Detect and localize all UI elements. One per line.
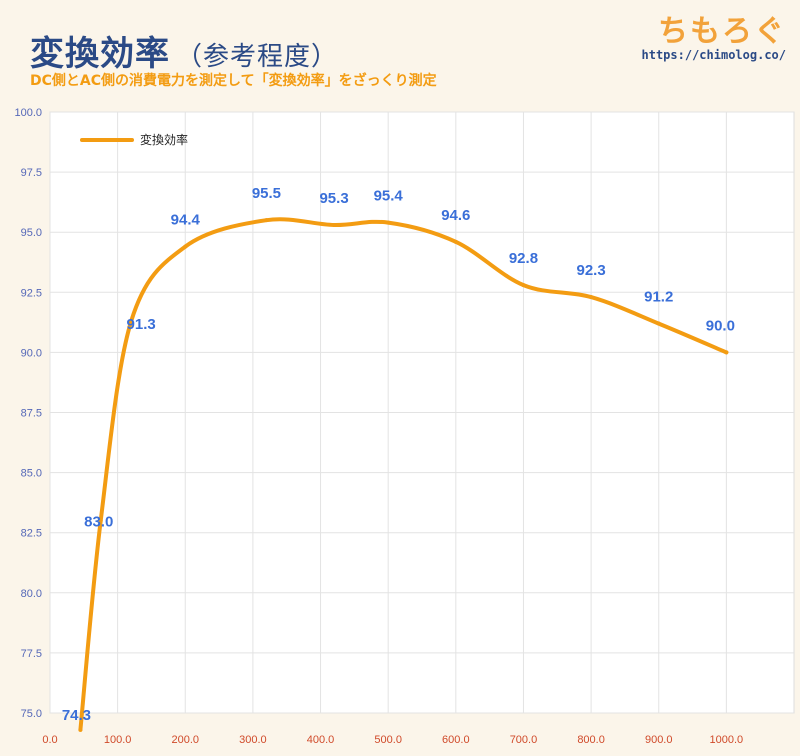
data-point	[332, 222, 337, 227]
data-point	[386, 220, 391, 225]
x-tick-label: 800.0	[577, 734, 605, 746]
data-label: 83.0	[84, 514, 113, 531]
x-tick-label: 700.0	[510, 734, 538, 746]
chart-title: 変換効率 （参考程度）	[30, 26, 338, 75]
x-tick-label: 100.0	[104, 734, 132, 746]
data-label: 90.0	[706, 317, 735, 334]
legend: 変換効率	[80, 132, 188, 147]
x-tick-label: 1000.0	[710, 734, 744, 746]
data-label: 92.3	[576, 262, 605, 279]
x-tick-label: 300.0	[239, 734, 267, 746]
data-point	[589, 295, 594, 300]
data-label: 95.5	[252, 185, 281, 202]
grid-lines	[49, 111, 794, 714]
x-tick-label: 200.0	[172, 734, 200, 746]
data-point	[656, 321, 661, 326]
data-label: 95.4	[374, 188, 404, 205]
data-label: 94.6	[441, 207, 470, 224]
x-axis-ticks: 0.0 100.0 200.0 300.0 400.0 500.0 600.0 700.0 80…	[42, 734, 743, 746]
site-url: https://chimolog.co/	[641, 48, 787, 62]
chart-subtitle: DC側とAC側の消費電力を測定して「変換効率」をざっくり測定	[30, 73, 437, 89]
chart-title-note: （参考程度）	[176, 42, 339, 72]
x-tick-label: 0.0	[42, 734, 57, 746]
x-tick-label: 600.0	[442, 734, 470, 746]
data-point	[453, 239, 458, 244]
data-point	[724, 350, 729, 355]
y-tick-label: 77.5	[21, 648, 42, 660]
data-label: 91.3	[127, 316, 156, 333]
y-tick-label: 97.5	[21, 167, 42, 179]
y-tick-label: 87.5	[21, 408, 42, 420]
y-tick-label: 90.0	[21, 347, 42, 359]
y-tick-label: 95.0	[21, 227, 42, 239]
data-point	[78, 727, 83, 732]
data-labels: 74.3 83.0 91.3 94.4 95.5 95.3 95.4 94.6 92.8 92.3…	[62, 185, 735, 732]
data-point	[129, 319, 134, 324]
data-label: 95.3	[319, 190, 348, 207]
site-logo[interactable]: ちもろぐ https://chimolog.co/	[642, 6, 787, 62]
data-label: 74.3	[62, 707, 91, 724]
data-point	[521, 283, 526, 288]
site-logo-name: ちもろぐ	[658, 14, 786, 49]
data-label: 92.8	[509, 250, 538, 267]
y-tick-label: 75.0	[21, 708, 42, 720]
data-label: 94.4	[171, 212, 201, 229]
data-point	[98, 518, 103, 523]
data-point	[264, 218, 269, 223]
y-tick-label: 85.0	[21, 468, 42, 480]
y-axis-ticks: 75.0 77.5 80.0 82.5 85.0 87.5 90.0 92.5 95.0 97.5…	[14, 107, 42, 720]
x-tick-label: 500.0	[374, 734, 402, 746]
y-tick-label: 80.0	[21, 588, 42, 600]
legend-label: 変換効率	[140, 132, 188, 147]
chart-title-main: 変換効率	[30, 34, 170, 74]
x-tick-label: 400.0	[307, 734, 335, 746]
x-tick-label: 900.0	[645, 734, 673, 746]
data-label: 91.2	[644, 289, 673, 306]
data-point	[183, 244, 188, 249]
y-tick-label: 92.5	[21, 287, 42, 299]
y-tick-label: 100.0	[14, 107, 42, 119]
y-tick-label: 82.5	[21, 528, 42, 540]
